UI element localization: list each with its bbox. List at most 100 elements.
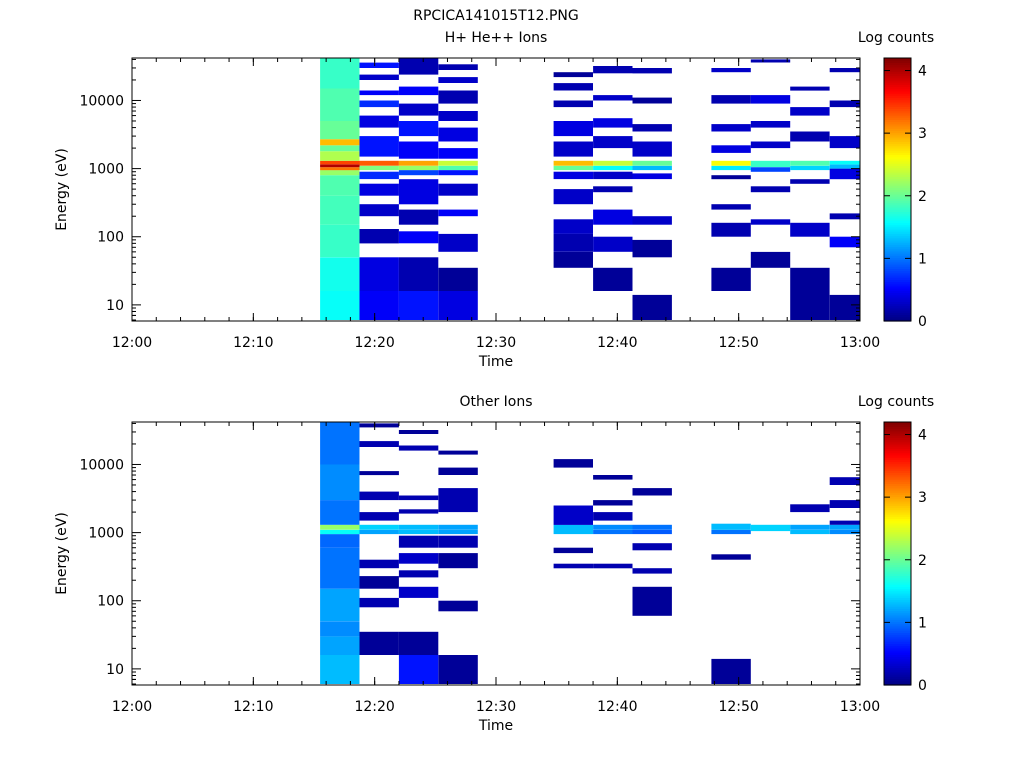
heatmap-cell xyxy=(790,524,830,530)
heatmap-cell xyxy=(320,524,360,530)
x-tick-label: 12:10 xyxy=(233,335,273,351)
colorbar-step xyxy=(884,544,911,548)
colorbar-step xyxy=(884,290,911,294)
heatmap-cell xyxy=(359,100,399,108)
heatmap-cell xyxy=(398,121,439,137)
colorbar-step xyxy=(884,152,911,156)
heatmap-cell xyxy=(398,165,439,171)
heatmap-cell xyxy=(359,74,399,80)
heatmap-cell xyxy=(632,68,672,74)
heatmap-cell xyxy=(320,151,360,161)
heatmap-cell xyxy=(711,124,751,132)
colorbar-step xyxy=(884,669,911,673)
heatmap-cell xyxy=(553,160,593,166)
colorbar-step xyxy=(884,498,911,502)
heatmap-cell xyxy=(438,160,478,166)
colorbar-step xyxy=(884,676,911,680)
heatmap-cell xyxy=(398,141,439,159)
colorbar-step xyxy=(884,266,911,269)
heatmap-cell xyxy=(632,239,672,258)
heatmap-cell xyxy=(359,576,399,589)
heatmap-cell xyxy=(359,229,399,244)
colorbar-step xyxy=(884,86,911,90)
plot-frame xyxy=(131,421,861,686)
colorbar-step xyxy=(884,130,911,134)
colorbar-step xyxy=(884,538,911,541)
heatmap-cell xyxy=(320,88,360,121)
colorbar-step xyxy=(884,476,911,480)
colorbar-step xyxy=(884,288,911,291)
colorbar-step xyxy=(884,114,911,118)
heatmap-cell xyxy=(750,59,791,63)
colorbar: 0 1 2 3 4 Log counts xyxy=(858,394,934,694)
heatmap-cell xyxy=(711,523,751,530)
heatmap-cell xyxy=(320,170,360,176)
colorbar-step xyxy=(884,446,911,449)
heatmap-cell xyxy=(632,568,672,574)
heatmap-cell xyxy=(553,459,593,468)
colorbar-step xyxy=(884,104,911,107)
heatmap-cell xyxy=(320,167,360,171)
colorbar-step xyxy=(884,551,911,555)
colorbar-step xyxy=(884,535,911,539)
colorbar-step xyxy=(884,680,911,684)
heatmap-cell xyxy=(359,512,399,521)
colorbar-step xyxy=(884,454,911,458)
colorbar-tick-label: 4 xyxy=(918,428,927,444)
colorbar-step xyxy=(884,592,911,596)
colorbar-step xyxy=(884,224,911,228)
colorbar-step xyxy=(884,117,911,120)
colorbar-step xyxy=(884,167,911,171)
heatmap-cell xyxy=(438,267,478,291)
heatmap-cell xyxy=(398,209,439,225)
heatmap-cell xyxy=(750,95,791,104)
colorbar-step xyxy=(884,505,911,509)
heatmap-cell xyxy=(711,267,751,291)
colorbar-step xyxy=(884,492,911,495)
colorbar-step xyxy=(884,461,911,465)
colorbar-step xyxy=(884,226,911,230)
heatmap-cell xyxy=(438,183,478,196)
colorbar-tick-label: 4 xyxy=(918,64,927,80)
heatmap-cell xyxy=(438,170,478,176)
heatmap-cell xyxy=(711,658,751,684)
colorbar-step xyxy=(884,634,911,638)
colorbar-step xyxy=(884,79,911,83)
heatmap-cell xyxy=(359,441,399,447)
colorbar-step xyxy=(884,296,911,300)
heatmap-cell xyxy=(553,100,593,108)
colorbar-step xyxy=(884,638,911,642)
colorbar-step xyxy=(884,452,911,456)
heatmap-cell xyxy=(359,171,399,180)
heatmap-cell xyxy=(750,186,791,193)
colorbar-step xyxy=(884,511,911,515)
colorbar-step xyxy=(884,132,911,136)
heatmap-cell xyxy=(320,145,360,152)
colorbar-step xyxy=(884,196,911,199)
heatmap-cell xyxy=(750,219,791,225)
heatmap-cell xyxy=(438,535,478,548)
panel-h-he-ions: H+ He++ Ions 12:00 12:10 12:20 12:30 12:40 12:… xyxy=(54,30,934,370)
colorbar-step xyxy=(884,150,911,153)
colorbar-step xyxy=(884,549,911,552)
colorbar-step xyxy=(884,250,911,254)
x-tick-label: 13:00 xyxy=(840,699,880,715)
colorbar-step xyxy=(884,621,911,625)
heatmap-cell xyxy=(553,219,593,234)
heatmap-cell xyxy=(398,529,439,535)
heatmap-cell xyxy=(438,64,478,70)
heatmap-cell xyxy=(593,118,633,128)
y-axis-label: Energy (eV) xyxy=(54,512,70,595)
colorbar-step xyxy=(884,518,911,522)
heatmap-cell xyxy=(632,529,672,535)
figure-title: RPCICA141015T12.PNG xyxy=(413,8,578,24)
colorbar-step xyxy=(884,665,911,669)
heatmap-cell xyxy=(632,141,672,157)
heatmap-cell xyxy=(398,86,439,96)
heatmap-cell xyxy=(553,83,593,91)
colorbar-step xyxy=(884,134,911,138)
colorbar-step xyxy=(884,139,911,142)
heatmap-cell xyxy=(829,68,860,73)
colorbar-step xyxy=(884,211,911,215)
